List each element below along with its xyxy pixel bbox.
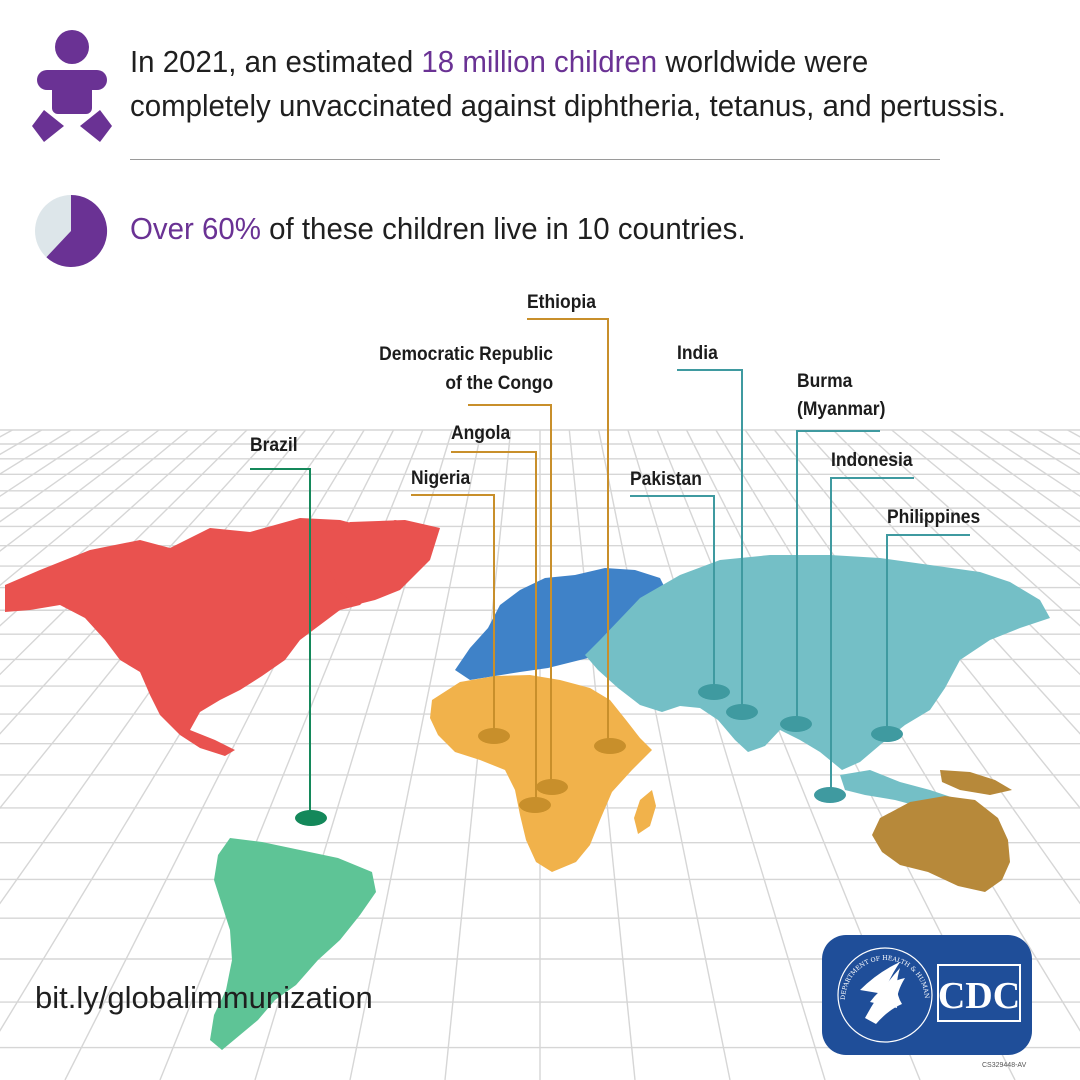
continent-north-america bbox=[5, 518, 430, 756]
grid-line bbox=[0, 429, 160, 552]
marker-nigeria bbox=[478, 728, 510, 744]
label-drc-line2: of the Congo bbox=[445, 373, 553, 394]
leader-line-india bbox=[677, 369, 743, 712]
headline-highlight: 18 million children bbox=[421, 44, 658, 79]
leader-line-ethiopia bbox=[527, 318, 609, 746]
leader-line-brazil bbox=[250, 468, 311, 818]
label-burma-line1: Burma bbox=[797, 371, 853, 392]
grid-line bbox=[597, 429, 731, 1080]
leader-line-drc bbox=[468, 404, 552, 787]
grid-line bbox=[0, 429, 248, 676]
continent-europe bbox=[455, 568, 670, 680]
leader-line-philippines bbox=[886, 534, 970, 734]
label-nigeria: Nigeria bbox=[411, 468, 471, 489]
headline: In 2021, an estimated 18 million childre… bbox=[130, 44, 1006, 123]
label-brazil: Brazil bbox=[250, 435, 298, 456]
grid-line bbox=[0, 429, 277, 735]
label-pakistan: Pakistan bbox=[630, 469, 702, 490]
continent-oceania bbox=[872, 796, 1010, 892]
marker-india bbox=[726, 704, 758, 720]
baby-icon bbox=[32, 30, 112, 142]
grid-line bbox=[349, 429, 483, 1080]
grid-line bbox=[773, 429, 1080, 810]
cdc-logo-text: CDC bbox=[938, 975, 1020, 1017]
seal-text: DEPARTMENT OF HEALTH & HUMAN SERVICES US… bbox=[0, 0, 930, 1000]
stat-line: Over 60% of these children live in 10 co… bbox=[130, 211, 746, 246]
marker-ethiopia bbox=[594, 738, 626, 754]
grid-line bbox=[627, 429, 826, 1080]
leader-line-burma bbox=[796, 430, 880, 724]
grid-line bbox=[744, 429, 1080, 905]
label-philippines: Philippines bbox=[887, 507, 981, 528]
marker-angola bbox=[519, 797, 551, 813]
label-indonesia: Indonesia bbox=[831, 450, 913, 471]
leader-line-indonesia bbox=[830, 477, 914, 795]
label-angola: Angola bbox=[451, 423, 511, 444]
marker-drc bbox=[536, 779, 568, 795]
continent-africa bbox=[430, 675, 652, 872]
label-india: India bbox=[677, 343, 718, 364]
leader-line-angola bbox=[451, 451, 537, 805]
grid-line bbox=[920, 429, 1080, 552]
grid-line bbox=[715, 429, 1080, 1032]
marker-indonesia bbox=[814, 787, 846, 803]
marker-brazil bbox=[295, 810, 327, 826]
madagascar bbox=[634, 790, 656, 834]
continent-asia bbox=[585, 555, 1050, 770]
document-code: CS329448-AV bbox=[982, 1062, 1027, 1069]
marker-burma bbox=[780, 716, 812, 732]
divider bbox=[130, 159, 940, 160]
hhs-seal-icon: DEPARTMENT OF HEALTH & HUMAN SERVICES US… bbox=[0, 0, 932, 1042]
label-burma-line2: (Myanmar) bbox=[797, 399, 886, 420]
grid-line bbox=[891, 429, 1080, 587]
pie-chart-icon bbox=[35, 194, 108, 267]
leader-line-pakistan bbox=[630, 495, 715, 692]
leader-line-nigeria bbox=[411, 494, 495, 736]
grid-line bbox=[832, 429, 1080, 676]
marker-philippines bbox=[871, 726, 903, 742]
grid-line bbox=[0, 429, 219, 627]
continent-south-america bbox=[210, 838, 376, 1050]
grid-line bbox=[803, 429, 1080, 735]
label-ethiopia: Ethiopia bbox=[527, 292, 596, 313]
marker-pakistan bbox=[698, 684, 730, 700]
footer-url[interactable]: bit.ly/globalimmunization bbox=[35, 980, 373, 1015]
stat-highlight: Over 60% bbox=[130, 211, 261, 246]
grid-line bbox=[0, 429, 189, 587]
greenland bbox=[310, 520, 440, 605]
grid-line bbox=[861, 429, 1080, 627]
label-drc-line1: Democratic Republic bbox=[379, 344, 553, 365]
new-guinea bbox=[940, 770, 1012, 795]
